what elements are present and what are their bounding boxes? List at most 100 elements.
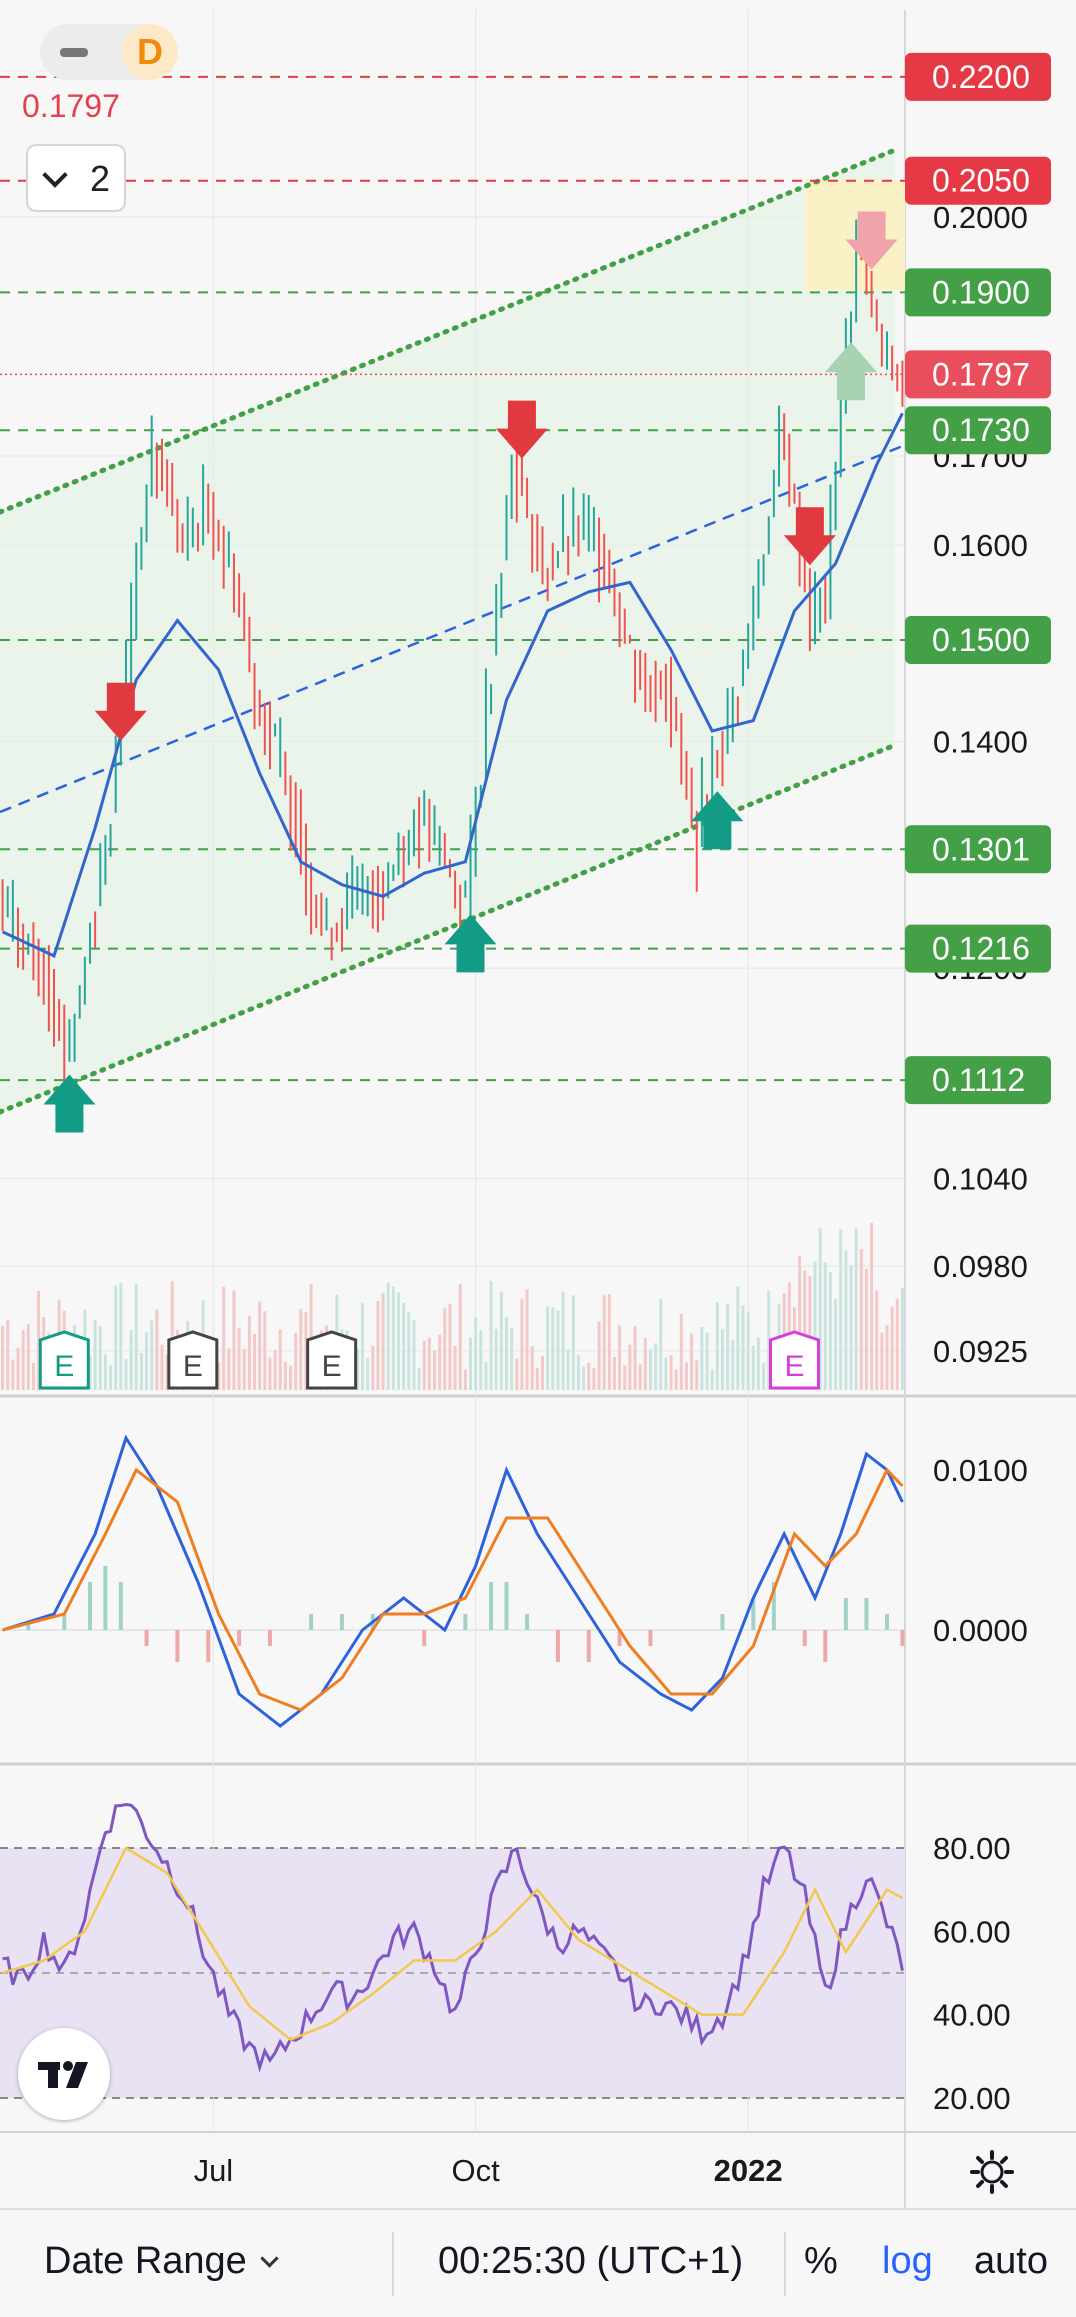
volume-bar bbox=[525, 1289, 529, 1390]
chevron-down-icon bbox=[260, 2249, 279, 2268]
earnings-marker[interactable]: E bbox=[306, 1330, 358, 1390]
tradingview-logo-icon bbox=[38, 2061, 88, 2088]
volume-bar bbox=[417, 1367, 421, 1390]
volume-bar bbox=[427, 1337, 431, 1390]
divider bbox=[784, 2232, 786, 2296]
interval-toggle[interactable]: D bbox=[40, 24, 178, 80]
volume-bar bbox=[489, 1280, 493, 1390]
price-level-badge[interactable]: 0.1500 bbox=[905, 616, 1051, 664]
volume-bar bbox=[129, 1330, 133, 1390]
volume-bar bbox=[556, 1310, 560, 1390]
price-level-badge[interactable]: 0.1216 bbox=[905, 924, 1051, 973]
price-tick-label: 0.0925 bbox=[933, 1334, 1028, 1369]
volume-bar bbox=[530, 1346, 534, 1390]
volume-bar bbox=[371, 1345, 375, 1390]
macd-histogram-bar bbox=[489, 1582, 494, 1630]
price-level-badge[interactable]: 0.1730 bbox=[905, 406, 1051, 455]
rsi-pane bbox=[2, 1802, 904, 2073]
sell-arrow-icon bbox=[495, 400, 548, 459]
volume-bar bbox=[145, 1332, 149, 1390]
buy-arrow-icon bbox=[825, 342, 878, 401]
volume-bar bbox=[731, 1339, 735, 1390]
volume-bar bbox=[571, 1295, 575, 1390]
minus-icon[interactable] bbox=[60, 48, 88, 57]
macd-histogram-bar bbox=[555, 1630, 560, 1662]
clock-timezone-button[interactable]: 00:25:30 (UTC+1) bbox=[438, 2240, 744, 2282]
volume-bar bbox=[93, 1319, 97, 1390]
horizontal-levels bbox=[0, 75, 905, 1082]
rsi-tick-label: 40.00 bbox=[933, 1998, 1011, 2033]
price-level-badge[interactable]: 0.1301 bbox=[905, 825, 1051, 874]
settings-gear-icon[interactable] bbox=[968, 2148, 1016, 2196]
volume-bar bbox=[561, 1291, 565, 1390]
volume-bar bbox=[103, 1354, 107, 1390]
volume-bar bbox=[803, 1270, 807, 1390]
price-tick-label: 0.1400 bbox=[933, 724, 1028, 759]
price-tick-label: 0.1600 bbox=[933, 528, 1028, 563]
price-level-badge[interactable]: 0.2200 bbox=[905, 52, 1051, 101]
volume-bar bbox=[834, 1299, 838, 1390]
volume-bar bbox=[659, 1298, 663, 1390]
earnings-marker[interactable]: E bbox=[167, 1330, 219, 1390]
earnings-marker[interactable]: E bbox=[38, 1330, 90, 1390]
date-range-button[interactable]: Date Range bbox=[44, 2240, 279, 2283]
volume-bar bbox=[746, 1312, 750, 1390]
earnings-label: E bbox=[322, 1350, 342, 1383]
moving-average bbox=[1, 412, 904, 958]
volume-bar bbox=[674, 1369, 678, 1390]
earnings-badge bbox=[38, 1330, 90, 1390]
price-level-badge[interactable]: 0.1900 bbox=[905, 268, 1051, 317]
volume-bar bbox=[885, 1325, 889, 1390]
volume-bar bbox=[900, 1287, 904, 1390]
volume-bar bbox=[576, 1354, 580, 1390]
volume-bar bbox=[453, 1345, 457, 1390]
volume-bar bbox=[304, 1311, 308, 1390]
macd-histogram-bar bbox=[175, 1630, 180, 1662]
interval-label[interactable]: D bbox=[122, 24, 178, 80]
volume-bar bbox=[1, 1325, 5, 1390]
volume-bar bbox=[628, 1344, 632, 1390]
volume-bar bbox=[875, 1290, 879, 1390]
volume-bar bbox=[242, 1348, 246, 1390]
volume-bar bbox=[160, 1344, 164, 1390]
volume-bar bbox=[895, 1299, 899, 1390]
volume-bar bbox=[98, 1326, 102, 1390]
price-level-badge[interactable]: 0.1112 bbox=[905, 1056, 1051, 1105]
volume-bar bbox=[278, 1329, 282, 1390]
volume-bar bbox=[150, 1320, 154, 1390]
macd-histogram-bar bbox=[864, 1598, 869, 1630]
volume-bar bbox=[273, 1349, 277, 1390]
volume-bar bbox=[540, 1356, 544, 1390]
price-level-badge[interactable]: 0.2050 bbox=[905, 156, 1051, 205]
volume-bar bbox=[751, 1345, 755, 1390]
log-scale-button[interactable]: log bbox=[882, 2240, 933, 2282]
volume-bar bbox=[710, 1369, 714, 1390]
volume-bar bbox=[433, 1350, 437, 1390]
tradingview-logo[interactable] bbox=[18, 2028, 110, 2120]
auto-scale-button[interactable]: auto bbox=[974, 2240, 1048, 2282]
macd-histogram-bar bbox=[267, 1630, 272, 1646]
volume-bar bbox=[880, 1332, 884, 1390]
volume-bar bbox=[484, 1361, 488, 1390]
percent-scale-button[interactable]: % bbox=[804, 2240, 838, 2282]
price-tick-label: 0.0980 bbox=[933, 1249, 1028, 1284]
volume-bar bbox=[499, 1291, 503, 1390]
volume-bar bbox=[720, 1329, 724, 1390]
indicators-collapse-button[interactable]: 2 bbox=[26, 144, 126, 212]
macd-histogram-bar bbox=[339, 1614, 344, 1630]
volume-bar bbox=[463, 1369, 467, 1390]
price-level-badge[interactable]: 0.1797 bbox=[905, 350, 1051, 399]
channel-mid-line bbox=[0, 443, 906, 814]
macd-histogram-bar bbox=[648, 1630, 653, 1646]
volume-bar bbox=[515, 1358, 519, 1390]
volume-bar bbox=[566, 1349, 570, 1390]
volume-bar bbox=[756, 1337, 760, 1390]
earnings-marker[interactable]: E bbox=[768, 1330, 820, 1390]
channel-upper-line bbox=[0, 147, 898, 515]
volume-bar bbox=[232, 1290, 236, 1390]
channel-lower-line bbox=[0, 742, 898, 1115]
volume-bar bbox=[474, 1317, 478, 1390]
price-level-badge-bg bbox=[905, 406, 1051, 455]
